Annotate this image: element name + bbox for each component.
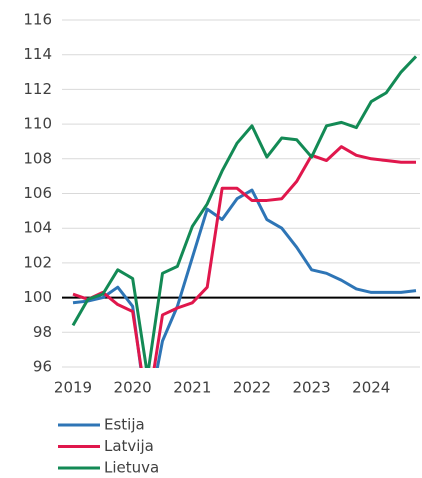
series-line (72, 145, 416, 368)
x-tick-label: 2019 (54, 379, 92, 397)
y-tick-label: 116 (23, 11, 52, 29)
y-tick-label: 112 (23, 80, 52, 98)
y-tick-label: 98 (33, 323, 52, 341)
x-tick-label: 2020 (114, 379, 152, 397)
series-line (71, 55, 418, 368)
legend-label: Estija (104, 416, 145, 434)
y-tick-label: 102 (23, 253, 52, 271)
plot-area (71, 55, 418, 368)
y-tick-label: 114 (23, 45, 52, 63)
y-tick-label: 106 (23, 184, 52, 202)
y-tick-label: 100 (23, 288, 52, 306)
x-tick-label: 2022 (233, 379, 271, 397)
y-tick-label: 108 (23, 149, 52, 167)
legend-label: Lietuva (104, 459, 159, 477)
y-tick-label: 104 (23, 219, 52, 237)
legend-label: Latvija (104, 437, 154, 455)
x-tick-label: 2023 (293, 379, 331, 397)
y-tick-label: 110 (23, 115, 52, 133)
y-tick-label: 96 (33, 358, 52, 376)
x-tick-label: 2021 (173, 379, 211, 397)
x-tick-label: 2024 (352, 379, 390, 397)
